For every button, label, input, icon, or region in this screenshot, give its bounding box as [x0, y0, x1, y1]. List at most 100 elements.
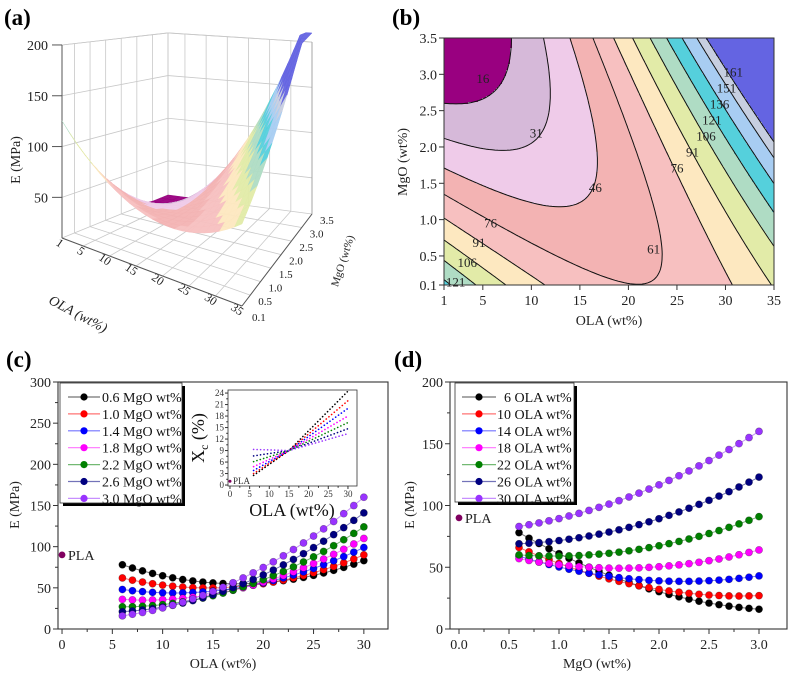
contour-band-cell — [724, 66, 775, 69]
contour-band-cell — [734, 150, 753, 153]
contour-band-cell — [592, 114, 625, 117]
contour-band-cell — [670, 110, 691, 113]
y-tick-label: 150 — [30, 500, 51, 515]
contour-band-cell — [662, 260, 721, 263]
contour-band-cell — [690, 108, 709, 111]
data-point — [725, 602, 733, 611]
series-dotted-line — [252, 390, 349, 477]
contour-band-cell — [614, 38, 635, 41]
contour-band-cell — [706, 234, 741, 237]
contour-band-cell — [740, 192, 761, 195]
contour-band-cell — [444, 162, 599, 165]
data-point — [665, 561, 673, 570]
contour-band-cell — [740, 194, 763, 197]
contour-band-cell — [658, 226, 703, 229]
data-point — [339, 545, 348, 554]
contour-band-cell — [760, 162, 775, 165]
contour-band-cell — [726, 170, 747, 173]
contour-band-cell — [710, 112, 729, 115]
contour-band-cell — [516, 264, 577, 267]
y-tick-label: 0 — [220, 480, 225, 490]
y-tick-label: 3.5 — [320, 215, 334, 227]
contour-band-cell — [460, 228, 507, 231]
contour-band-cell — [492, 188, 593, 191]
contour-band-cell — [444, 68, 509, 71]
contour-band-cell — [748, 118, 759, 121]
contour-band-cell — [714, 64, 725, 67]
contour-band-cell — [698, 92, 717, 95]
contour-band-cell — [676, 120, 697, 123]
contour-band-cell — [762, 164, 775, 167]
legend-entry: 2.6 MgO wt% — [68, 476, 182, 491]
contour-band-cell — [648, 184, 683, 187]
contour-band-cell — [444, 88, 497, 91]
contour-band-cell — [664, 98, 685, 101]
x-tick-label: 10 — [265, 489, 275, 499]
contour-band-cell — [706, 78, 723, 81]
contour-line-106 — [443, 37, 775, 286]
contour-band-cell — [638, 158, 671, 161]
contour-band-cell — [648, 186, 685, 189]
contour-band-cell — [482, 242, 533, 245]
contour-band-cell — [630, 134, 659, 137]
x-tick-label: 5 — [109, 638, 116, 653]
contour-band-cell — [736, 154, 755, 157]
contour-band-cell — [534, 140, 597, 143]
contour-band-cell — [760, 224, 775, 227]
contour-band-cell — [658, 50, 675, 53]
contour-band-cell — [590, 192, 651, 195]
data-point — [359, 543, 368, 552]
data-point — [735, 592, 743, 600]
contour-band-cell — [700, 66, 715, 69]
contour-band-cell — [688, 144, 711, 147]
contour-band-cell — [550, 98, 589, 101]
contour-band-cell — [742, 136, 761, 139]
contour-band-cell — [444, 184, 483, 187]
contour-band-cell — [708, 80, 725, 83]
contour-band-cell — [550, 88, 587, 91]
contour-band-cell — [702, 98, 719, 101]
contour-band-cell — [660, 92, 681, 95]
contour-band-cell — [660, 136, 685, 139]
contour-band-cell — [598, 162, 641, 165]
contour-band-cell — [712, 88, 729, 91]
contour-band-cell — [546, 56, 577, 59]
contour-band-cell — [706, 232, 739, 235]
contour-band-cell — [456, 200, 527, 203]
grid-lines — [52, 32, 313, 307]
contour-band-cell — [626, 120, 653, 123]
data-point — [545, 544, 553, 553]
contour-band-cell — [486, 186, 595, 189]
contour-band-cell — [598, 168, 643, 171]
contour-band-cell — [594, 130, 629, 133]
contour-band-cell — [538, 246, 663, 249]
contour-band-cell — [476, 238, 525, 241]
contour-band-cell — [768, 280, 775, 283]
floor-gridline — [188, 208, 270, 287]
data-point — [545, 516, 553, 525]
contour-band-cell — [622, 54, 643, 57]
contour-band-cell — [714, 152, 735, 155]
contour-band-cell — [618, 280, 653, 283]
contour-band-cell — [706, 138, 727, 141]
contour-band-cell — [658, 52, 677, 55]
contour-band-cell — [598, 154, 639, 157]
contour-band-cell — [634, 146, 665, 149]
contour-band-cell — [444, 230, 465, 233]
data-point — [138, 608, 147, 617]
contour-band-cell — [684, 186, 713, 189]
contour-band-cell — [760, 268, 775, 271]
contour-band-cell — [730, 76, 775, 79]
contour-band-cell — [548, 114, 593, 117]
contour-band-cell — [490, 94, 551, 97]
contour-band-cell — [572, 44, 597, 47]
legend-label: 1.0 MgO wt% — [102, 408, 182, 423]
y-tick-label: 9 — [220, 446, 225, 456]
contour-band-cell — [594, 182, 647, 185]
series-6 — [515, 427, 763, 531]
contour-band-cell — [762, 226, 775, 229]
contour-band-cell — [444, 70, 507, 73]
contour-band-cell — [632, 140, 663, 143]
contour-band-cell — [660, 268, 725, 271]
contour-band-cell — [728, 142, 747, 145]
